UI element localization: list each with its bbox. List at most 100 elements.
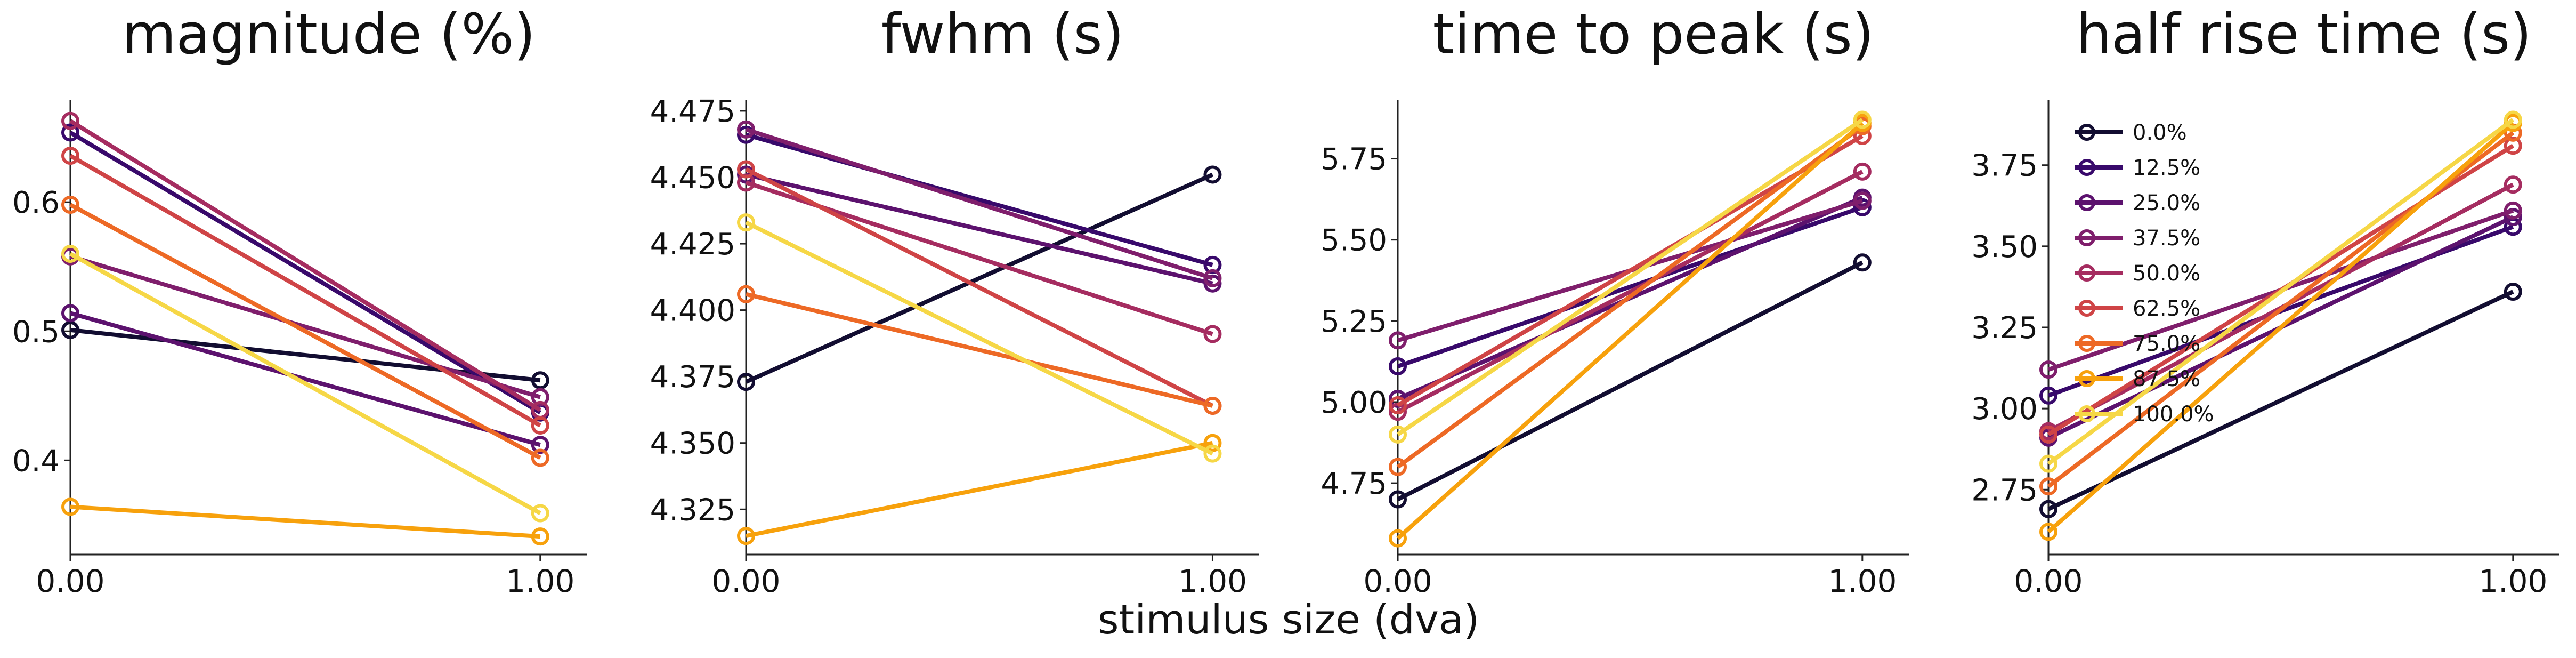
data-point	[737, 173, 755, 192]
data-point	[61, 111, 79, 130]
legend-swatch-marker	[2078, 405, 2095, 422]
y-tick-label: 0.5	[12, 315, 60, 349]
y-tick-label: 5.00	[1321, 386, 1387, 420]
data-point	[2504, 201, 2522, 220]
series-line-62-5pct	[745, 167, 1214, 408]
y-tick-label: 3.00	[1971, 392, 2038, 427]
chart-panel-2: fwhm (s) 4.325 4.350 4.375 4.400 4.425 4.450 4.…	[650, 2, 1259, 599]
data-point	[2039, 386, 2057, 405]
series-line-87-5pct	[1396, 121, 1864, 540]
series-line-12-5pct	[69, 131, 541, 415]
y-tick-label: 4.375	[650, 360, 735, 395]
data-point	[2504, 208, 2522, 227]
data-point	[531, 504, 549, 523]
series-line-75-0pct	[746, 292, 1213, 408]
y-tick-label: 3.25	[1971, 311, 2038, 346]
legend-label: 87.5%	[2133, 367, 2200, 391]
series-line-0-0pct	[745, 172, 1214, 384]
data-point	[737, 120, 755, 139]
data-point	[2039, 454, 2057, 473]
data-point	[61, 320, 79, 339]
legend-label: 62.5%	[2133, 296, 2200, 321]
x-tick-label: 0.00	[2014, 563, 2083, 599]
y-tick-label: 4.350	[650, 427, 735, 461]
legend-label: 50.0%	[2133, 261, 2200, 286]
y-tick-label: 5.50	[1321, 223, 1387, 258]
panels: magnitude (%) 0.4 0.5 0.6 0.00 1.00 fwhm (s) 4.…	[12, 2, 2559, 599]
chart-panel-4: half rise time (s) 2.75 3.00 3.25 3.50 3.75 0.…	[1971, 2, 2559, 599]
legend-swatch-marker	[2078, 300, 2095, 317]
legend-label: 0.0%	[2133, 121, 2187, 145]
data-point	[2039, 500, 2057, 518]
data-point	[1203, 165, 1222, 184]
y-tick-label: 4.425	[650, 227, 735, 262]
data-point	[2039, 523, 2057, 541]
x-tick-label: 0.00	[1363, 563, 1432, 599]
data-point	[2039, 477, 2057, 496]
data-point	[737, 125, 755, 144]
y-tick-label: 4.400	[650, 294, 735, 328]
data-point	[61, 497, 79, 516]
x-tick-label: 0.00	[36, 563, 104, 599]
y-tick-label: 4.475	[650, 94, 735, 129]
data-point	[1203, 396, 1222, 415]
data-point	[1389, 425, 1407, 444]
legend-label: 12.5%	[2133, 156, 2200, 180]
x-tick-label: 1.00	[506, 563, 574, 599]
data-point	[2504, 110, 2522, 129]
series-line-25-0pct	[746, 172, 1213, 286]
legend-swatch-marker	[2078, 370, 2095, 387]
legend-label: 75.0%	[2133, 332, 2200, 356]
data-point	[531, 388, 549, 406]
series-line-62-5pct	[69, 154, 541, 428]
series-line-37-5pct	[745, 127, 1213, 280]
series-line-37-5pct	[69, 254, 541, 399]
panel-title: fwhm (s)	[881, 2, 1124, 67]
series-line-12-5pct	[1397, 205, 1864, 368]
data-point	[531, 371, 549, 390]
data-point	[1203, 444, 1222, 463]
y-tick-label: 4.75	[1321, 467, 1387, 501]
data-point	[1389, 396, 1407, 415]
legend-label: 37.5%	[2133, 226, 2200, 251]
y-tick-label: 3.50	[1971, 230, 2038, 264]
data-point	[531, 527, 549, 546]
legend: 0.0% 12.5% 25.0% 37.5% 50.0% 62.5% 75.0% 87.5% 1…	[2075, 121, 2214, 427]
series-line-0-0pct	[1397, 260, 1864, 502]
series-line-87-5pct	[746, 440, 1213, 539]
data-point	[531, 416, 549, 435]
series-line-75-0pct	[1396, 124, 1864, 469]
y-tick-label: 4.450	[650, 161, 735, 195]
data-point	[1203, 255, 1222, 274]
y-tick-label: 0.4	[12, 444, 60, 478]
series-line-100-0pct	[2047, 118, 2515, 466]
data-point	[737, 285, 755, 303]
series-line-0-0pct	[2047, 290, 2514, 511]
data-point	[1203, 269, 1222, 287]
x-tick-label: 0.00	[711, 563, 780, 599]
data-point	[1389, 458, 1407, 476]
data-point	[737, 160, 755, 179]
data-point	[737, 527, 755, 545]
data-point	[61, 147, 79, 165]
chart-panel-3: time to peak (s) 4.75 5.00 5.25 5.50 5.75 0.00…	[1321, 2, 1909, 599]
data-point	[2504, 283, 2522, 301]
legend-swatch-marker	[2078, 159, 2095, 176]
legend-swatch-marker	[2078, 335, 2095, 352]
data-point	[2504, 137, 2522, 155]
panel-title: half rise time (s)	[2076, 2, 2531, 67]
series-line-87-5pct	[2047, 121, 2515, 534]
data-point	[1389, 490, 1407, 509]
y-tick-label: 3.75	[1971, 149, 2038, 183]
data-point	[2039, 425, 2057, 444]
data-point	[2039, 360, 2057, 379]
data-point	[531, 448, 549, 467]
series-line-75-0pct	[69, 203, 541, 460]
series-line-25-0pct	[69, 311, 541, 447]
y-tick-label: 2.75	[1971, 473, 2038, 508]
y-tick-label: 5.75	[1321, 142, 1387, 177]
data-point	[61, 123, 79, 142]
legend-swatch-marker	[2078, 124, 2095, 141]
x-tick-label: 1.00	[1178, 563, 1247, 599]
data-point	[1389, 529, 1407, 548]
